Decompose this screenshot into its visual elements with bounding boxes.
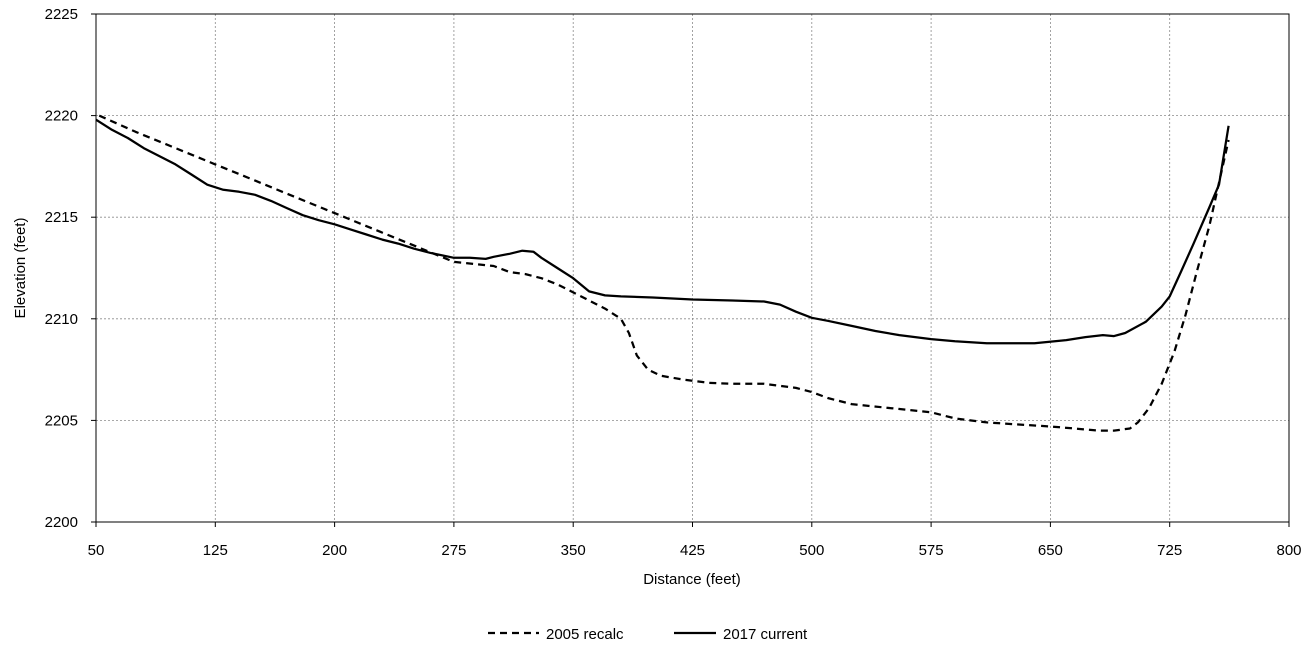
grid bbox=[96, 14, 1289, 522]
legend-label-2005-recalc: 2005 recalc bbox=[546, 626, 624, 643]
y-tick-label: 2205 bbox=[45, 412, 78, 429]
x-tick-label: 275 bbox=[441, 542, 466, 559]
x-axis-title: Distance (feet) bbox=[643, 571, 741, 588]
y-tick-label: 2215 bbox=[45, 209, 78, 226]
legend: 2005 recalc 2017 current bbox=[488, 626, 808, 643]
x-tick-label: 350 bbox=[561, 542, 586, 559]
y-tick-label: 2220 bbox=[45, 108, 78, 125]
x-tick-label: 800 bbox=[1276, 542, 1301, 559]
y-axis-title: Elevation (feet) bbox=[12, 218, 29, 319]
y-tick-label: 2225 bbox=[45, 6, 78, 23]
x-tick-label: 50 bbox=[88, 542, 105, 559]
legend-label-2017-current: 2017 current bbox=[723, 626, 808, 643]
y-tick-label: 2200 bbox=[45, 514, 78, 531]
x-tick-label: 425 bbox=[680, 542, 705, 559]
series-line-2017-current bbox=[95, 118, 1230, 345]
x-axis: 50 125 200 275 350 425 500 575 650 725 800 bbox=[88, 522, 1302, 559]
x-tick-label: 725 bbox=[1157, 542, 1182, 559]
y-axis: 2200 2205 2210 2215 2220 2225 bbox=[45, 6, 96, 531]
series-layer bbox=[95, 114, 1230, 432]
x-tick-label: 500 bbox=[799, 542, 824, 559]
x-tick-label: 650 bbox=[1038, 542, 1063, 559]
y-tick-label: 2210 bbox=[45, 311, 78, 328]
x-tick-label: 575 bbox=[919, 542, 944, 559]
x-tick-label: 125 bbox=[203, 542, 228, 559]
series-line-2005-recalc bbox=[98, 114, 1230, 432]
x-tick-label: 200 bbox=[322, 542, 347, 559]
